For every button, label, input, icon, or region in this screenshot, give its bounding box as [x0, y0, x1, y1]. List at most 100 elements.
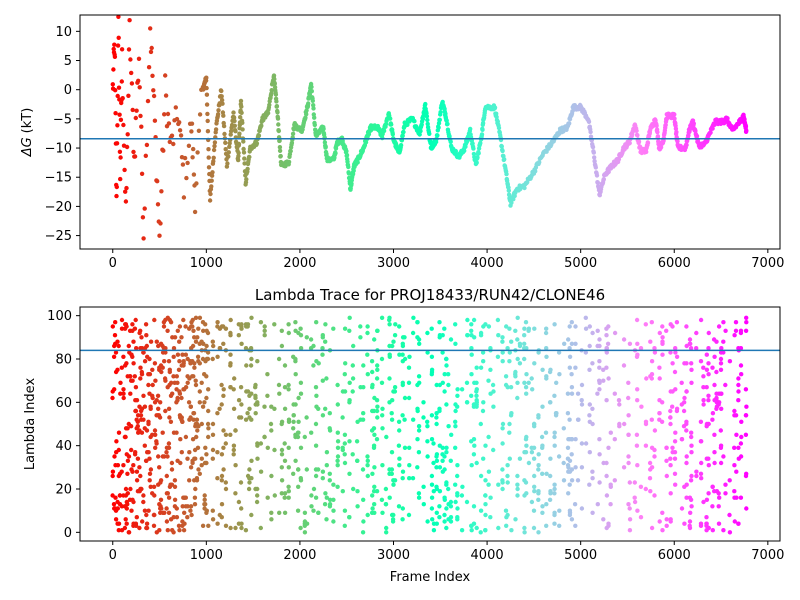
lambda-point [223, 486, 229, 492]
delta-g-point [272, 76, 277, 82]
lambda-point [193, 378, 198, 383]
lambda-point [331, 508, 336, 513]
lambda-point [154, 398, 159, 403]
delta-g-point [309, 89, 314, 94]
lambda-point [561, 426, 566, 431]
lambda-point [116, 528, 122, 533]
lambda-point [431, 489, 436, 494]
lambda-point [239, 402, 244, 407]
lambda-point [682, 395, 687, 401]
lambda-point [125, 426, 130, 431]
lambda-point [515, 473, 520, 479]
lambda-point [255, 359, 260, 364]
lambda-point [744, 315, 749, 320]
lambda-point [689, 367, 694, 372]
lambda-point [125, 471, 130, 476]
lambda-point [635, 508, 640, 513]
lambda-point [380, 413, 385, 418]
delta-g-point [167, 139, 172, 145]
lambda-point [223, 441, 228, 446]
lambda-point [606, 324, 611, 329]
lambda-point [110, 395, 115, 401]
lambda-point [365, 352, 370, 357]
lambda-point [322, 502, 328, 507]
lambda-point [421, 415, 426, 420]
lambda-point [536, 452, 541, 457]
lambda-point [569, 341, 575, 346]
lambda-point [189, 512, 194, 518]
delta-g-point [645, 140, 651, 146]
lambda-point [347, 315, 352, 320]
lambda-point [144, 512, 149, 518]
lambda-point [335, 454, 341, 459]
lambda-point [590, 330, 595, 336]
lambda-point [566, 491, 571, 496]
delta-g-point [233, 129, 238, 134]
lambda-point [622, 421, 627, 427]
lambda-point [738, 454, 744, 459]
lambda-point [608, 502, 613, 507]
lambda-point [188, 404, 193, 409]
lambda-point [309, 504, 314, 509]
lambda-point [279, 491, 284, 496]
lambda-point [597, 480, 602, 485]
delta-g-point [166, 121, 172, 126]
lambda-point [523, 450, 529, 455]
lambda-point [736, 521, 741, 526]
lambda-point [464, 380, 470, 385]
lambda-point [500, 426, 505, 431]
lambda-point [203, 445, 208, 450]
lambda-point [587, 450, 592, 455]
lambda-point [718, 367, 724, 372]
lambda-point [710, 365, 715, 370]
lambda-point [657, 330, 662, 336]
delta-g-point [211, 147, 217, 153]
delta-g-point [274, 99, 279, 104]
lambda-point [710, 411, 716, 416]
lambda-point [118, 391, 123, 396]
lambda-point [383, 486, 389, 492]
delta-g-point [136, 56, 142, 61]
lambda-point [698, 317, 704, 323]
lambda-point [524, 391, 529, 396]
lambda-point [171, 374, 176, 379]
lambda-point [670, 404, 675, 409]
delta-g-point [161, 148, 166, 153]
lambda-point [146, 508, 151, 513]
lambda-point [507, 350, 512, 355]
lambda-point [247, 467, 252, 472]
lambda-point [579, 441, 585, 446]
lambda-point [659, 419, 665, 424]
lambda-point [689, 504, 694, 509]
lambda-point [701, 385, 706, 390]
lambda-point [698, 419, 704, 424]
lambda-point [153, 445, 158, 450]
lambda-point [175, 352, 181, 357]
lambda-point [146, 382, 151, 388]
lambda-point [243, 417, 249, 422]
lambda-point [239, 341, 244, 346]
lambda-point [202, 400, 207, 405]
lambda-point [323, 491, 328, 496]
lambda-point [684, 460, 689, 466]
lambda-point [704, 515, 709, 520]
lambda-point [389, 417, 395, 422]
lambda-point [657, 365, 662, 370]
lambda-point [210, 508, 215, 513]
delta-g-point [346, 164, 351, 170]
lambda-point [215, 411, 220, 416]
lambda-point [311, 343, 316, 349]
lambda-point [158, 478, 164, 483]
lambda-point [123, 486, 129, 492]
lambda-point [429, 413, 435, 418]
delta-g-point [118, 176, 123, 182]
lambda-point [500, 467, 505, 472]
lambda-point [323, 406, 328, 411]
lambda-point [664, 328, 669, 333]
delta-g-point [182, 155, 188, 161]
lambda-point [138, 473, 143, 479]
lambda-point [590, 361, 595, 366]
lambda-point [739, 434, 744, 440]
lambda-point [673, 346, 678, 351]
